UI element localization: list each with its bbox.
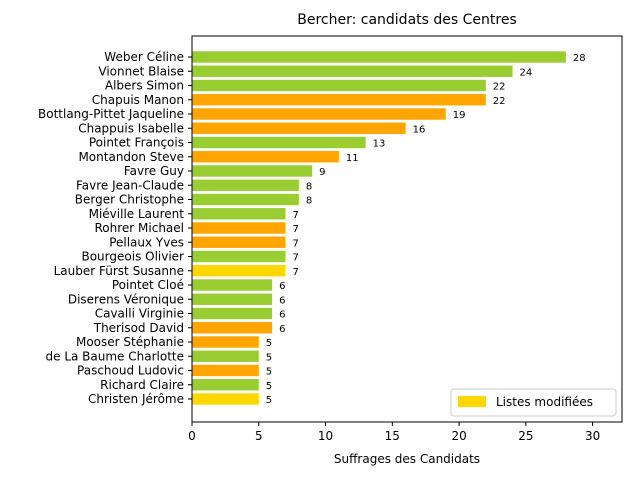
y-tick-label-11: Miéville Laurent	[89, 207, 185, 221]
y-tick-label-21: de La Baume Charlotte	[46, 349, 185, 363]
value-label-17: 6	[279, 295, 285, 306]
y-tick-label-8: Favre Guy	[124, 164, 184, 178]
value-label-8: 9	[319, 167, 325, 178]
y-tick-label-12: Rohrer Michael	[94, 221, 184, 235]
bar-18	[192, 307, 273, 320]
y-tick-label-4: Bottlang-Pittet Jaqueline	[38, 107, 184, 121]
x-tick-label-5: 25	[518, 429, 533, 443]
bar-24	[192, 393, 259, 405]
x-tick-label-4: 20	[451, 429, 466, 443]
legend-swatch	[458, 396, 486, 407]
value-label-2: 22	[493, 82, 506, 93]
value-label-9: 8	[306, 181, 312, 192]
bar-1	[192, 65, 513, 77]
y-tick-label-9: Favre Jean-Claude	[76, 178, 184, 192]
value-label-1: 24	[519, 67, 532, 78]
value-label-10: 8	[306, 196, 312, 207]
x-tick-label-0: 0	[188, 429, 196, 443]
x-tick-label-1: 5	[255, 429, 263, 443]
y-tick-label-19: Therisod David	[93, 321, 184, 335]
x-tick-label-3: 15	[385, 429, 400, 443]
bar-22	[192, 364, 259, 377]
bar-13	[192, 236, 286, 248]
y-tick-label-6: Pointet François	[89, 136, 184, 150]
chart-title: Bercher: candidats des Centres	[297, 12, 517, 28]
y-tick-label-13: Pellaux Yves	[109, 235, 184, 249]
x-tick-label-2: 10	[318, 429, 333, 443]
value-label-21: 5	[266, 352, 272, 363]
value-label-0: 28	[573, 53, 586, 64]
y-tick-label-14: Bourgeois Olivier	[81, 250, 184, 264]
value-label-23: 5	[266, 381, 272, 392]
y-tick-label-16: Pointet Cloé	[112, 278, 184, 292]
value-label-20: 5	[266, 338, 272, 349]
bar-4	[192, 108, 446, 120]
y-tick-label-24: Christen Jérôme	[88, 392, 184, 406]
y-tick-label-3: Chapuis Manon	[92, 93, 184, 107]
bar-15	[192, 265, 286, 277]
value-label-15: 7	[292, 267, 298, 278]
bar-21	[192, 350, 259, 362]
y-tick-label-17: Diserens Véronique	[68, 292, 184, 306]
y-tick-label-18: Cavalli Virginie	[95, 307, 184, 321]
value-label-11: 7	[292, 210, 298, 221]
bar-23	[192, 379, 259, 391]
legend: Listes modifiées	[450, 388, 617, 417]
bar-12	[192, 222, 286, 234]
legend-label: Listes modifiées	[496, 395, 593, 409]
bar-9	[192, 179, 299, 191]
value-label-7: 11	[346, 153, 359, 164]
value-label-4: 19	[453, 110, 466, 121]
value-label-24: 5	[266, 395, 272, 406]
y-tick-label-20: Mooser Stéphanie	[76, 335, 184, 349]
bar-3	[192, 94, 486, 106]
y-tick-label-0: Weber Céline	[104, 50, 184, 64]
legend-frame	[450, 388, 617, 417]
bar-20	[192, 336, 259, 348]
value-label-3: 22	[493, 96, 506, 107]
x-axis-title: Suffrages des Candidats	[334, 452, 480, 466]
bar-16	[192, 279, 273, 291]
y-tick-label-23: Richard Claire	[100, 378, 184, 392]
y-tick-label-1: Vionnet Blaise	[98, 64, 184, 78]
value-label-13: 7	[292, 238, 298, 249]
value-label-19: 6	[279, 324, 285, 335]
x-axis: 0 5 10 15 20 25 30	[188, 422, 600, 443]
value-label-16: 6	[279, 281, 285, 292]
y-tick-label-2: Albers Simon	[105, 79, 184, 93]
value-label-14: 7	[292, 253, 298, 264]
bars-group	[192, 51, 566, 405]
value-label-12: 7	[292, 224, 298, 235]
bar-8	[192, 165, 313, 177]
bar-10	[192, 193, 299, 206]
y-tick-label-22: Paschoud Ludovic	[77, 364, 184, 378]
value-label-6: 13	[373, 139, 386, 150]
y-tick-label-10: Berger Christophe	[75, 193, 184, 207]
bar-5	[192, 122, 406, 134]
bar-11	[192, 208, 286, 220]
bar-14	[192, 250, 286, 263]
bar-19	[192, 322, 273, 334]
bar-6	[192, 136, 366, 149]
y-tick-label-15: Lauber Fürst Susanne	[54, 264, 184, 278]
value-label-18: 6	[279, 310, 285, 321]
x-tick-label-6: 30	[585, 429, 600, 443]
bar-7	[192, 151, 339, 163]
value-label-5: 16	[413, 124, 426, 135]
y-tick-label-7: Montandon Steve	[78, 150, 184, 164]
bar-2	[192, 79, 486, 92]
bar-0	[192, 51, 566, 63]
value-label-22: 5	[266, 367, 272, 378]
bar-17	[192, 293, 273, 305]
y-tick-label-5: Chappuis Isabelle	[78, 121, 184, 135]
plot-frame	[191, 35, 623, 423]
